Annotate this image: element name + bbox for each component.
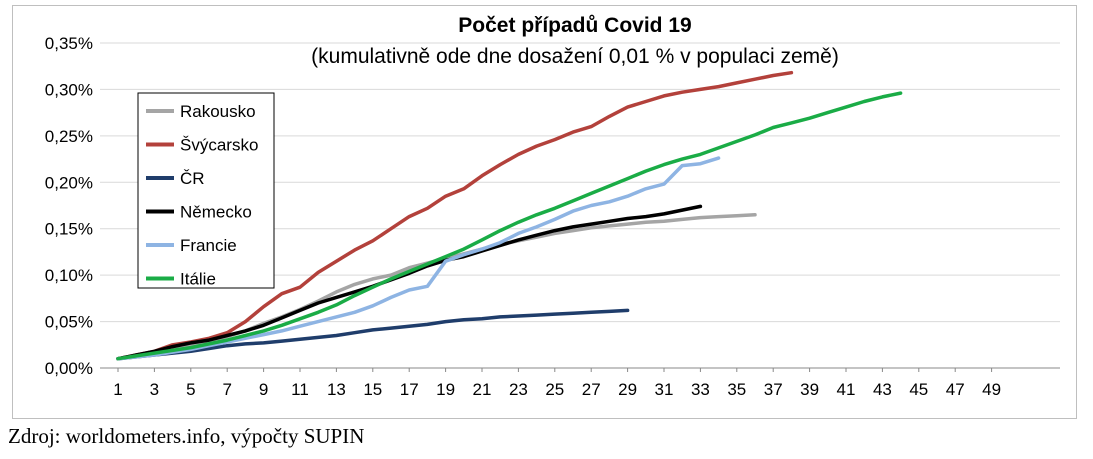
legend-label: Itálie — [180, 270, 216, 289]
y-tick-label: 0,15% — [45, 220, 93, 239]
x-tick-label: 5 — [186, 380, 195, 399]
x-tick-label: 23 — [509, 380, 528, 399]
series-line-itálie — [116, 91, 903, 361]
series-line-švýcarsko — [116, 70, 794, 361]
x-tick-label: 25 — [545, 380, 564, 399]
x-tick-label: 43 — [873, 380, 892, 399]
x-tick-label: 35 — [727, 380, 746, 399]
x-tick-label: 15 — [363, 380, 382, 399]
x-tick-label: 13 — [327, 380, 346, 399]
y-tick-label: 0,00% — [45, 359, 93, 378]
x-tick-label: 9 — [259, 380, 268, 399]
y-tick-label: 0,25% — [45, 127, 93, 146]
x-tick-label: 47 — [946, 380, 965, 399]
legend-label: Francie — [180, 236, 237, 255]
chart-subtitle: (kumulativně ode dne dosažení 0,01 % v p… — [311, 45, 839, 68]
x-tick-label: 49 — [982, 380, 1001, 399]
x-tick-label: 39 — [800, 380, 819, 399]
line-chart: 0,00% 0,05% 0,10% 0,15% 0,20% 0,25% 0,30% 0,35%… — [45, 14, 1060, 399]
x-tick-label: 3 — [150, 380, 159, 399]
x-tick-label: 11 — [291, 380, 309, 399]
x-tick-label: 7 — [222, 380, 231, 399]
x-tick-label: 1 — [113, 380, 122, 399]
legend-label: ČR — [180, 169, 205, 188]
y-tick-label: 0,10% — [45, 266, 93, 285]
series-line-francie — [116, 156, 721, 361]
source-note: Zdroj: worldometers.info, výpočty SUPIN — [8, 424, 365, 448]
x-tick-label: 41 — [837, 380, 856, 399]
x-tick-label: 45 — [909, 380, 928, 399]
y-tick-label: 0,20% — [45, 173, 93, 192]
x-tick-label: 27 — [582, 380, 601, 399]
y-tick-label: 0,05% — [45, 313, 93, 332]
legend-label: Švýcarsko — [180, 136, 258, 155]
x-tick-label: 19 — [436, 380, 455, 399]
series-line-německo — [116, 204, 703, 361]
y-tick-label: 0,35% — [45, 34, 93, 53]
legend-label: Německo — [180, 203, 252, 222]
y-tick-label: 0,30% — [45, 80, 93, 99]
x-tick-label: 29 — [618, 380, 637, 399]
legend-label: Rakousko — [180, 102, 256, 121]
x-tick-label: 31 — [655, 380, 674, 399]
x-tick-label: 17 — [400, 380, 419, 399]
series-line-čr — [116, 308, 630, 361]
chart-title: Počet případů Covid 19 — [458, 14, 691, 37]
legend-box — [137, 92, 275, 289]
x-tick-label: 37 — [764, 380, 783, 399]
x-tick-label: 33 — [691, 380, 710, 399]
x-tick-label: 21 — [473, 380, 492, 399]
